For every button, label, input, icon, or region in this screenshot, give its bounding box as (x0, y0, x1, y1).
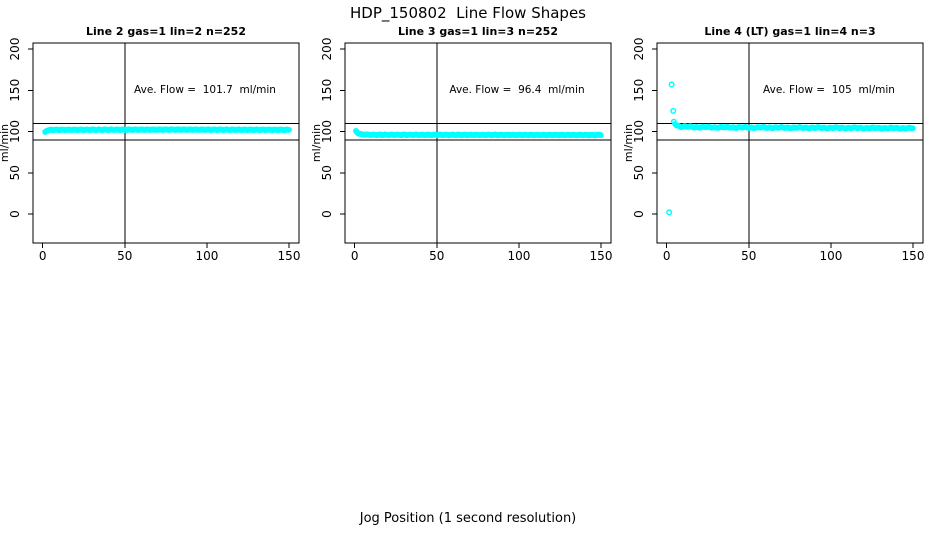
x-tick-label: 100 (195, 249, 218, 263)
subplot-title: Line 4 (LT) gas=1 lin=4 n=3 (704, 25, 875, 38)
y-tick-label: 200 (320, 38, 334, 61)
subplot-line-4-lt: 0 50 100 150 0 50 100 150 200 ml/min Line 4 (LT) g… (624, 25, 925, 263)
plots-row: 0 50 100 150 0 50 100 150 200 ml/min Line 2 gas=1 … (0, 20, 936, 290)
plot-box (344, 42, 612, 244)
data-point-outlier (666, 209, 673, 216)
y-axis-label: ml/min (624, 124, 635, 162)
y-tick-label: 50 (320, 165, 334, 180)
y-tick-label: 0 (632, 210, 646, 218)
x-tick-label: 0 (663, 249, 671, 263)
y-tick-label: 100 (320, 120, 334, 143)
y-tick-label: 100 (632, 120, 646, 143)
data-point (286, 126, 292, 133)
data-point-outlier (670, 107, 677, 114)
ave-flow-annotation: Ave. Flow = 101.7 ml/min (134, 84, 276, 96)
data-point (597, 132, 604, 139)
ave-flow-annotation: Ave. Flow = 96.4 ml/min (449, 84, 584, 96)
y-tick-label: 0 (8, 210, 22, 218)
y-axis-label: ml/min (312, 124, 323, 162)
data-point (909, 125, 916, 132)
y-tick-label: 150 (320, 79, 334, 102)
y-tick-label: 0 (320, 210, 334, 218)
subplot-line-2: 0 50 100 150 0 50 100 150 200 ml/min Line 2 gas=1 … (0, 25, 301, 263)
y-tick-label: 200 (8, 38, 22, 61)
subplot-title: Line 3 gas=1 lin=3 n=252 (398, 25, 558, 38)
plot-box (656, 42, 924, 244)
subplot-title: Line 2 gas=1 lin=2 n=252 (86, 25, 246, 38)
x-tick-label: 150 (590, 249, 613, 263)
y-tick-label: 150 (8, 79, 22, 102)
x-tick-label: 100 (507, 249, 530, 263)
x-tick-label: 50 (117, 249, 132, 263)
x-tick-label: 100 (819, 249, 842, 263)
y-tick-label: 50 (8, 165, 22, 180)
data-point-outlier (668, 81, 675, 88)
y-tick-label: 100 (8, 120, 22, 143)
ave-flow-annotation: Ave. Flow = 105 ml/min (763, 84, 895, 96)
plot-box (32, 42, 300, 244)
y-tick-label: 150 (632, 79, 646, 102)
y-tick-label: 200 (632, 38, 646, 61)
figure-title: HDP_150802 Line Flow Shapes (350, 4, 586, 22)
y-tick-label: 50 (632, 165, 646, 180)
x-tick-label: 150 (902, 249, 925, 263)
x-tick-label: 150 (278, 249, 301, 263)
y-axis-label: ml/min (0, 124, 11, 162)
figure-xlabel: Jog Position (1 second resolution) (359, 511, 577, 526)
x-tick-label: 0 (351, 249, 359, 263)
x-tick-label: 0 (39, 249, 47, 263)
x-tick-label: 50 (429, 249, 444, 263)
x-tick-label: 50 (741, 249, 756, 263)
subplot-line-3: 0 50 100 150 0 50 100 150 200 ml/min Line 3 gas=1 … (312, 25, 613, 263)
